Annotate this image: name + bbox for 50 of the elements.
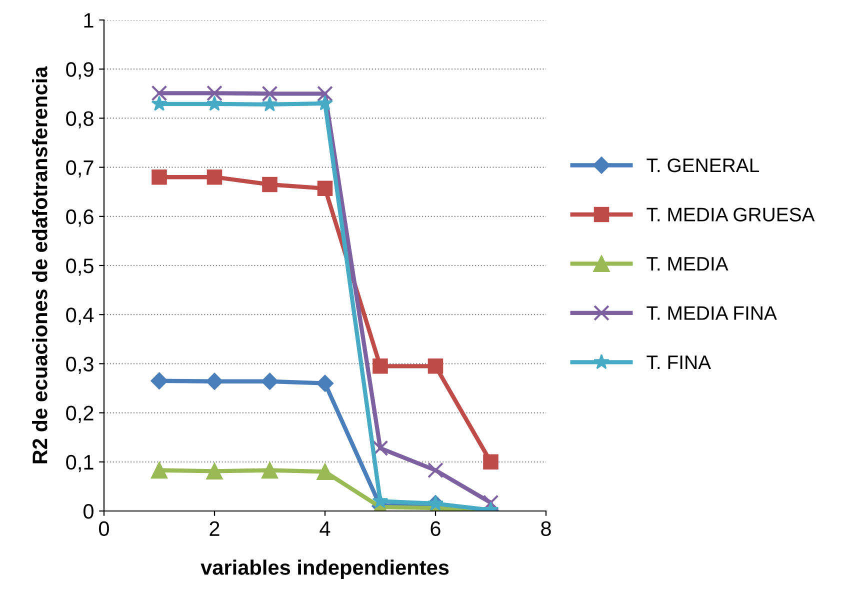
point xyxy=(206,85,222,102)
point xyxy=(372,440,388,456)
y-tick-label: 0,7 xyxy=(66,160,94,178)
x-axis-title: variables independientes xyxy=(200,560,449,580)
point xyxy=(428,358,444,374)
point xyxy=(262,96,278,112)
x-tick-label: 6 xyxy=(430,521,440,536)
point xyxy=(150,372,168,390)
point xyxy=(261,372,278,390)
point xyxy=(428,462,444,478)
point xyxy=(261,462,278,479)
y-tick-label: 0,1 xyxy=(66,454,94,472)
point xyxy=(317,180,333,196)
point xyxy=(206,462,223,480)
point xyxy=(372,358,388,374)
point xyxy=(262,176,278,192)
y-tick-label: 0,4 xyxy=(66,308,94,325)
point xyxy=(262,86,278,102)
point xyxy=(316,374,334,392)
y-tick-label: 0,9 xyxy=(66,62,94,80)
point xyxy=(151,85,168,102)
x-tick-label: 2 xyxy=(210,521,220,536)
y-tick-label: 1 xyxy=(84,13,94,28)
point xyxy=(151,96,168,111)
y-tick-label: 0,3 xyxy=(66,356,94,374)
point xyxy=(483,454,498,470)
legend-label: T. MEDIA FINA xyxy=(646,306,777,320)
point xyxy=(482,494,499,511)
x-tick-label: 8 xyxy=(541,521,551,536)
point xyxy=(317,86,333,102)
legend-label: T. FINA xyxy=(646,356,711,369)
point xyxy=(206,169,222,185)
legend-label: T. MEDIA xyxy=(646,257,728,271)
x-tick-label: 0 xyxy=(99,521,109,536)
point xyxy=(206,96,222,111)
point xyxy=(150,462,168,479)
legend-label: T. MEDIA GRUESA xyxy=(646,208,815,222)
point xyxy=(372,492,388,508)
y-tick-label: 0 xyxy=(84,504,94,519)
y-axis-title: R2 de ecuaciones de edafotransferencia xyxy=(32,66,48,464)
y-tick-label: 0,2 xyxy=(66,406,94,424)
point xyxy=(317,95,333,110)
y-tick-label: 0,8 xyxy=(66,111,94,128)
point xyxy=(316,463,334,480)
x-tick-label: 4 xyxy=(320,521,330,536)
y-tick-label: 0,5 xyxy=(66,258,94,276)
legend-label: T. GENERAL xyxy=(646,158,760,172)
point xyxy=(206,372,224,390)
point xyxy=(152,169,167,185)
y-tick-label: 0,6 xyxy=(66,209,94,227)
